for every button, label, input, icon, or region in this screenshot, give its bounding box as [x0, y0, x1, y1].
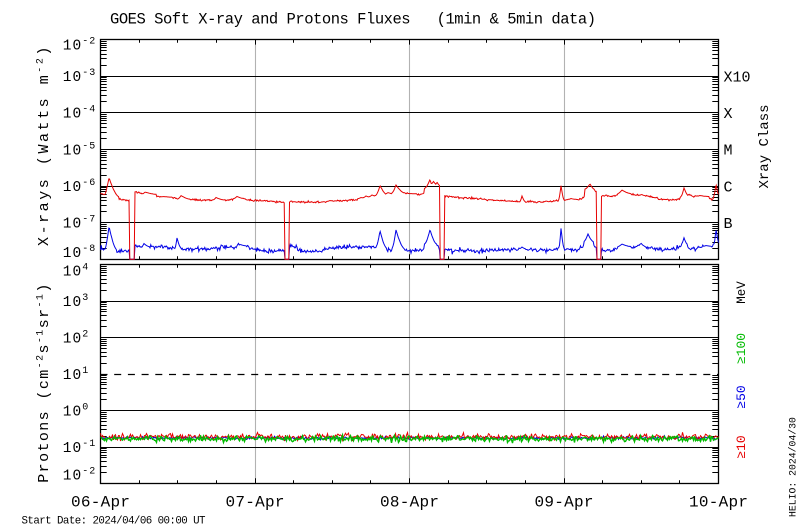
svg-text:GOES Soft X-ray and Protons Fl: GOES Soft X-ray and Protons Fluxes (1min…	[110, 11, 596, 29]
svg-text:10-4: 10-4	[63, 105, 96, 123]
svg-text:10-3: 10-3	[63, 68, 96, 86]
svg-text:08-Apr: 08-Apr	[380, 494, 439, 512]
svg-text:≥50: ≥50	[734, 385, 749, 408]
svg-text:10-6: 10-6	[63, 178, 96, 196]
svg-text:Start Date: 2024/04/06 00:00 U: Start Date: 2024/04/06 00:00 UT	[22, 516, 207, 528]
svg-text:10-1: 10-1	[63, 439, 96, 457]
svg-text:101: 101	[63, 366, 89, 384]
svg-text:06-Apr: 06-Apr	[71, 494, 130, 512]
svg-text:M: M	[724, 143, 733, 160]
svg-text:X: X	[724, 106, 733, 123]
svg-text:10-8: 10-8	[63, 244, 96, 262]
svg-text:103: 103	[63, 293, 89, 311]
svg-text:B: B	[724, 216, 733, 233]
svg-text:≥10: ≥10	[734, 435, 749, 458]
svg-text:104: 104	[63, 263, 89, 281]
svg-text:Xray Class: Xray Class	[757, 104, 773, 188]
svg-text:09-Apr: 09-Apr	[535, 494, 594, 512]
svg-text:100: 100	[63, 402, 89, 420]
svg-text:MeV: MeV	[735, 281, 749, 304]
svg-text:102: 102	[63, 329, 89, 347]
svg-text:X10: X10	[724, 69, 751, 86]
svg-text:10-2: 10-2	[63, 467, 96, 485]
svg-text:10-Apr: 10-Apr	[689, 494, 748, 512]
svg-text:C: C	[724, 179, 733, 196]
svg-text:X-rays (Watts m-2): X-rays (Watts m-2)	[36, 44, 54, 246]
svg-text:10-7: 10-7	[63, 215, 96, 233]
svg-text:Protons (cm-2s-1sr-1): Protons (cm-2s-1sr-1)	[36, 282, 54, 482]
svg-text:10-5: 10-5	[63, 141, 96, 159]
svg-text:HELIO: 2024/04/30: HELIO: 2024/04/30	[787, 417, 798, 517]
svg-text:≥100: ≥100	[734, 333, 749, 364]
svg-text:07-Apr: 07-Apr	[226, 494, 285, 512]
svg-text:10-2: 10-2	[63, 37, 96, 55]
